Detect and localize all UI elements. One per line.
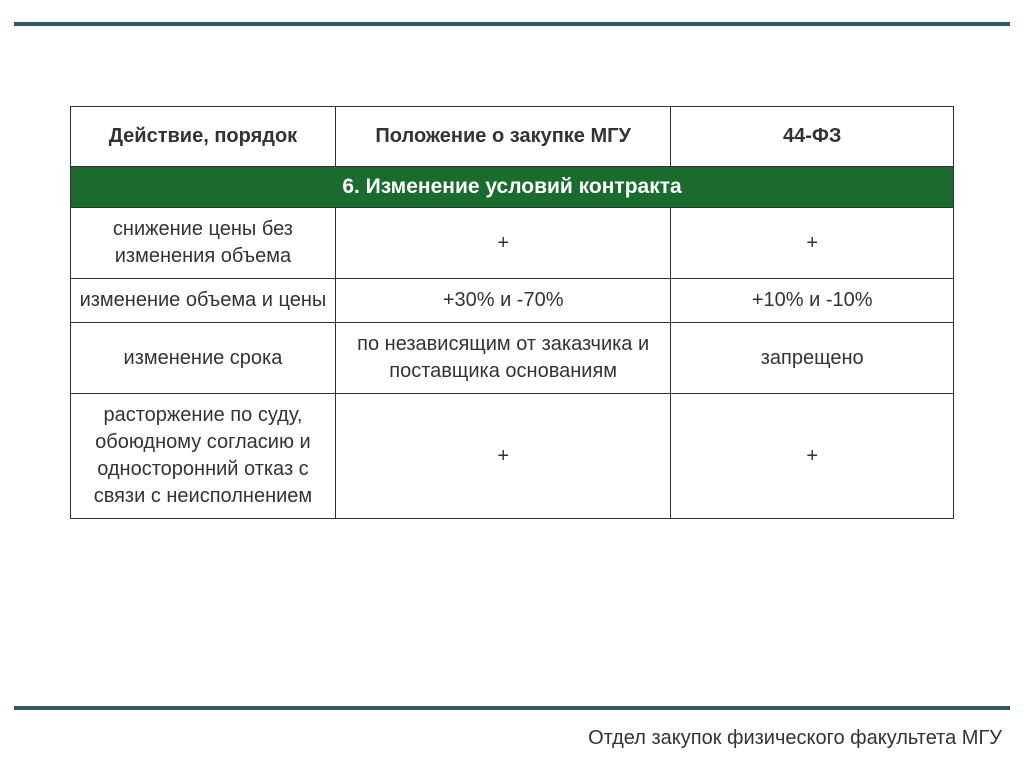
cell-action: снижение цены без изменения объема — [71, 208, 336, 279]
top-rule — [14, 22, 1010, 26]
table-row: изменение объема и цены +30% и -70% +10%… — [71, 279, 954, 323]
slide: Действие, порядок Положение о закупке МГ… — [0, 0, 1024, 768]
cell-action: изменение срока — [71, 323, 336, 394]
section-title: 6. Изменение условий контракта — [71, 167, 954, 208]
col-header-44fz: 44-ФЗ — [671, 107, 954, 167]
table-row: расторжение по суду, обоюдному согласию … — [71, 394, 954, 519]
cell-44fz: + — [671, 394, 954, 519]
cell-mgu: по независящим от заказчика и поставщика… — [335, 323, 671, 394]
col-header-action: Действие, порядок — [71, 107, 336, 167]
cell-action: расторжение по суду, обоюдному согласию … — [71, 394, 336, 519]
table-row: снижение цены без изменения объема + + — [71, 208, 954, 279]
cell-mgu: + — [335, 394, 671, 519]
table-row: изменение срока по независящим от заказч… — [71, 323, 954, 394]
bottom-rule — [14, 706, 1010, 710]
comparison-table: Действие, порядок Положение о закупке МГ… — [70, 106, 954, 519]
col-header-mgu: Положение о закупке МГУ — [335, 107, 671, 167]
cell-44fz: +10% и -10% — [671, 279, 954, 323]
footer-text: Отдел закупок физического факультета МГУ — [588, 727, 1002, 750]
cell-action: изменение объема и цены — [71, 279, 336, 323]
cell-44fz: запрещено — [671, 323, 954, 394]
cell-mgu: + — [335, 208, 671, 279]
cell-44fz: + — [671, 208, 954, 279]
cell-mgu: +30% и -70% — [335, 279, 671, 323]
